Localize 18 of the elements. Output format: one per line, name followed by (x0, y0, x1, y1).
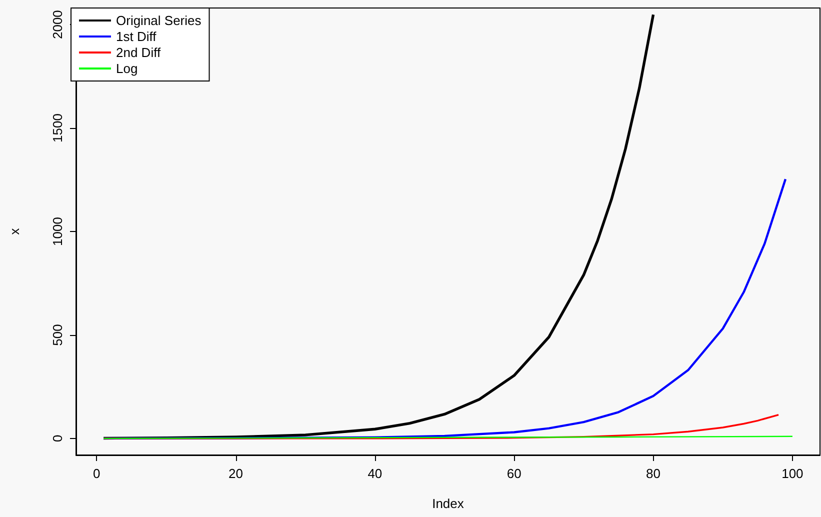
legend-label: Log (116, 61, 138, 76)
x-tick-label: 0 (92, 466, 100, 481)
x-tick-label: 100 (782, 466, 804, 481)
x-tick-label: 40 (368, 466, 382, 481)
x-tick-label: 80 (646, 466, 661, 481)
y-tick-label: 2000 (50, 10, 65, 40)
x-tick-label: 60 (506, 466, 522, 481)
x-tick-label: 20 (228, 466, 243, 481)
y-tick-label: 1000 (50, 217, 65, 246)
legend-label: 2nd Diff (116, 45, 161, 60)
legend-label: Original Series (116, 13, 202, 28)
y-tick-label: 0 (50, 434, 65, 442)
y-tick-label: 1500 (50, 114, 65, 142)
y-axis-title: x (7, 228, 22, 235)
line-series (102, 414, 780, 440)
x-axis-title: Index (432, 496, 464, 511)
legend-label: 1st Diff (116, 29, 157, 44)
y-tick-label: 500 (50, 324, 65, 346)
